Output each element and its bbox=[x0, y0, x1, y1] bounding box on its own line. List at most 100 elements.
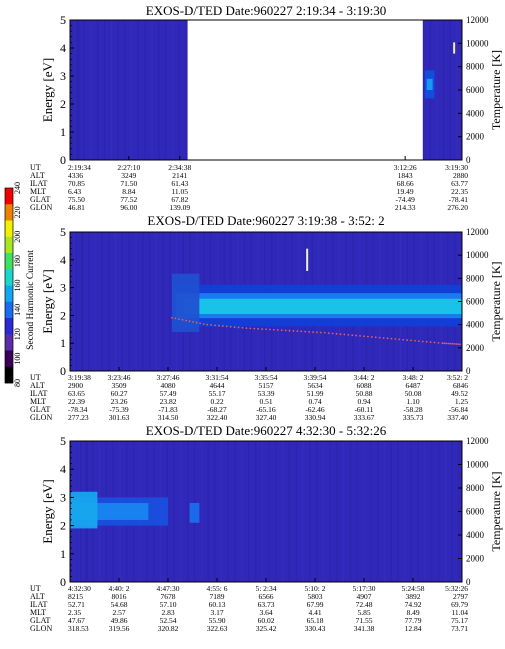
y-tick-label: 4 bbox=[60, 462, 66, 476]
y-tick-label: 1 bbox=[60, 336, 66, 350]
temperature-point bbox=[367, 335, 369, 338]
temperature-point bbox=[378, 336, 381, 339]
texture-stripe bbox=[442, 20, 445, 160]
texture-stripe bbox=[164, 20, 167, 160]
colorbar-frame bbox=[4, 187, 14, 384]
colorbar-swatch bbox=[5, 269, 13, 286]
table-cell: 71.55 bbox=[356, 616, 373, 625]
y-tick-label: 1 bbox=[60, 125, 66, 139]
y-tick-label: 5 bbox=[60, 434, 66, 448]
table-cell: 65.18 bbox=[307, 616, 324, 625]
table-cell: 74.92 bbox=[405, 600, 422, 609]
texture-stripe bbox=[241, 441, 243, 582]
texture-stripe bbox=[173, 441, 175, 582]
table-cell: -71.83 bbox=[158, 405, 178, 414]
table-cell: 77.79 bbox=[405, 616, 422, 625]
energy-band bbox=[171, 273, 200, 333]
table-cell: 276.20 bbox=[447, 203, 468, 212]
y2-tick-label: 6000 bbox=[466, 507, 485, 517]
table-cell: 5:24:58 bbox=[402, 584, 425, 593]
colorbar-swatch bbox=[5, 301, 13, 319]
table-row-label: UT bbox=[30, 584, 41, 593]
texture-stripe bbox=[137, 20, 140, 160]
texture-stripe bbox=[234, 441, 236, 582]
texture-stripe bbox=[151, 20, 153, 160]
table-cell: 12.84 bbox=[405, 624, 422, 633]
texture-stripe bbox=[227, 441, 230, 582]
temperature-point bbox=[417, 340, 420, 343]
texture-stripe bbox=[180, 441, 182, 582]
table-cell: 3:39:54 bbox=[304, 373, 327, 382]
temperature-point bbox=[363, 335, 365, 338]
colorbar-swatch bbox=[5, 253, 13, 270]
temperature-point bbox=[233, 326, 236, 328]
temperature-point bbox=[296, 330, 299, 333]
panel-1: EXOS-D/TED Date:960227 2:19:34 - 3:19:30… bbox=[30, 3, 503, 212]
texture-stripe bbox=[82, 232, 84, 371]
texture-stripe bbox=[187, 441, 189, 582]
temperature-point bbox=[218, 324, 220, 327]
temperature-point bbox=[359, 335, 361, 337]
y2-tick-label: 0 bbox=[466, 577, 471, 587]
temperature-point bbox=[386, 337, 389, 340]
temperature-point bbox=[249, 327, 252, 330]
texture-stripe bbox=[97, 20, 99, 160]
table-cell: 4:47:30 bbox=[157, 584, 180, 593]
table-cell: 3:44: 2 bbox=[353, 373, 374, 382]
texture-stripe bbox=[336, 441, 338, 582]
table-cell: -65.16 bbox=[256, 405, 276, 414]
colorbar-swatch bbox=[5, 366, 13, 384]
y2-tick-label: 2000 bbox=[466, 343, 485, 353]
table-cell: 55.90 bbox=[209, 616, 226, 625]
texture-stripe bbox=[81, 232, 83, 371]
table-cell: -58.28 bbox=[403, 405, 423, 414]
texture-stripe bbox=[171, 20, 173, 160]
table-row-label: ALT bbox=[30, 592, 45, 601]
table-cell: 7678 bbox=[161, 592, 176, 601]
temperature-point bbox=[280, 329, 283, 332]
table-cell: 8215 bbox=[68, 592, 83, 601]
temperature-point bbox=[316, 331, 318, 334]
texture-stripe bbox=[444, 441, 447, 582]
temperature-point bbox=[327, 332, 330, 335]
table-cell: 327.40 bbox=[256, 413, 277, 422]
y-tick-label: 2 bbox=[60, 308, 66, 322]
table-cell: 46.81 bbox=[68, 203, 85, 212]
table-cell: 72.48 bbox=[356, 600, 373, 609]
temperature-point bbox=[269, 328, 271, 331]
texture-stripe bbox=[94, 232, 96, 371]
table-cell: 3:35:54 bbox=[255, 373, 278, 382]
texture-stripe bbox=[349, 441, 352, 582]
y2-tick-label: 4000 bbox=[466, 108, 485, 118]
table-cell: 96.00 bbox=[120, 203, 137, 212]
table-cell: 63.65 bbox=[68, 389, 85, 398]
texture-stripe bbox=[295, 441, 297, 582]
table-cell: 1843 bbox=[398, 171, 413, 180]
table-cell: 3:12:26 bbox=[394, 163, 417, 172]
temperature-point bbox=[402, 338, 405, 341]
y2-tick-label: 8000 bbox=[466, 62, 485, 72]
table-row-label: ILAT bbox=[30, 179, 47, 188]
table-row-label: MLT bbox=[30, 187, 46, 196]
table-cell: 77.52 bbox=[120, 195, 137, 204]
table-cell: 51.99 bbox=[307, 389, 324, 398]
colorbar-swatch bbox=[5, 285, 13, 303]
table-cell: 11.05 bbox=[171, 187, 188, 196]
temperature-point bbox=[304, 330, 307, 333]
y-tick-label: 1 bbox=[60, 547, 66, 561]
texture-stripe bbox=[309, 441, 311, 582]
table-cell: 50.08 bbox=[405, 389, 422, 398]
table-cell: 320.82 bbox=[158, 624, 179, 633]
texture-stripe bbox=[76, 20, 78, 160]
y2-tick-label: 12000 bbox=[466, 15, 489, 25]
table-cell: 0.22 bbox=[210, 397, 223, 406]
texture-stripe bbox=[456, 20, 458, 160]
texture-stripe bbox=[343, 441, 345, 582]
y2-tick-label: 4000 bbox=[466, 530, 485, 540]
table-cell: 3:23:46 bbox=[108, 373, 131, 382]
table-cell: -78.34 bbox=[68, 405, 88, 414]
marker-line bbox=[453, 42, 456, 54]
temperature-point bbox=[261, 328, 263, 330]
table-cell: 0.94 bbox=[357, 397, 370, 406]
texture-stripe bbox=[135, 232, 137, 371]
